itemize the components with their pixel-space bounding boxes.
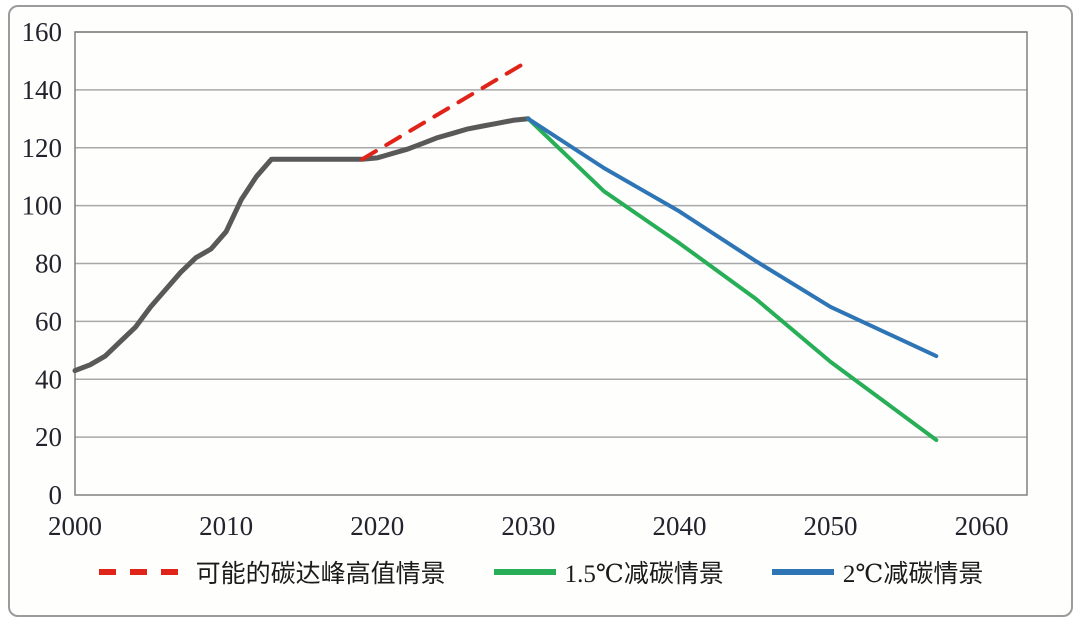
legend-marker-0-line [98, 569, 187, 575]
y-tick-label-0: 0 [49, 480, 63, 510]
y-tick-label-80: 80 [35, 249, 62, 279]
y-tick-label-20: 20 [35, 422, 62, 452]
y-tick-label-140: 140 [22, 75, 63, 105]
chart-legend: 可能的碳达峰高值情景 1.5℃减碳情景 2℃减碳情景 [0, 551, 1080, 593]
x-tick-label-2040: 2040 [652, 511, 706, 541]
series-peak-high-scenario-line [360, 58, 531, 162]
y-tick-label-100: 100 [22, 191, 63, 221]
y-tick-label-160: 160 [22, 17, 63, 47]
series-historical-emissions-line [72, 116, 531, 374]
legend-item-0: 可能的碳达峰高值情景 [97, 554, 446, 590]
chart-outer-frame [8, 5, 1073, 617]
y-tick-label-40: 40 [35, 364, 62, 394]
legend-item-1: 1.5℃减碳情景 [492, 554, 724, 590]
series-scenario-2c-line [526, 116, 939, 359]
x-tick-label-2000: 2000 [48, 511, 102, 541]
legend-marker-2-line [771, 569, 834, 575]
legend-label-0: 可能的碳达峰高值情景 [195, 561, 446, 588]
y-tick-label-120: 120 [22, 133, 63, 163]
series-scenario-1-5c-line [526, 116, 939, 442]
plot-border [74, 31, 1028, 496]
x-tick-label-2020: 2020 [350, 511, 404, 541]
x-tick-label-2060: 2060 [955, 511, 1009, 541]
legend-label-2: 2℃减碳情景 [842, 561, 984, 588]
y-tick-label-60: 60 [35, 306, 62, 336]
legend-label-1: 1.5℃减碳情景 [564, 561, 724, 588]
x-tick-label-2030: 2030 [501, 511, 555, 541]
x-tick-label-2010: 2010 [199, 511, 253, 541]
legend-item-2: 2℃减碳情景 [770, 554, 983, 590]
legend-marker-1-line [493, 569, 556, 575]
x-tick-label-2050: 2050 [804, 511, 858, 541]
